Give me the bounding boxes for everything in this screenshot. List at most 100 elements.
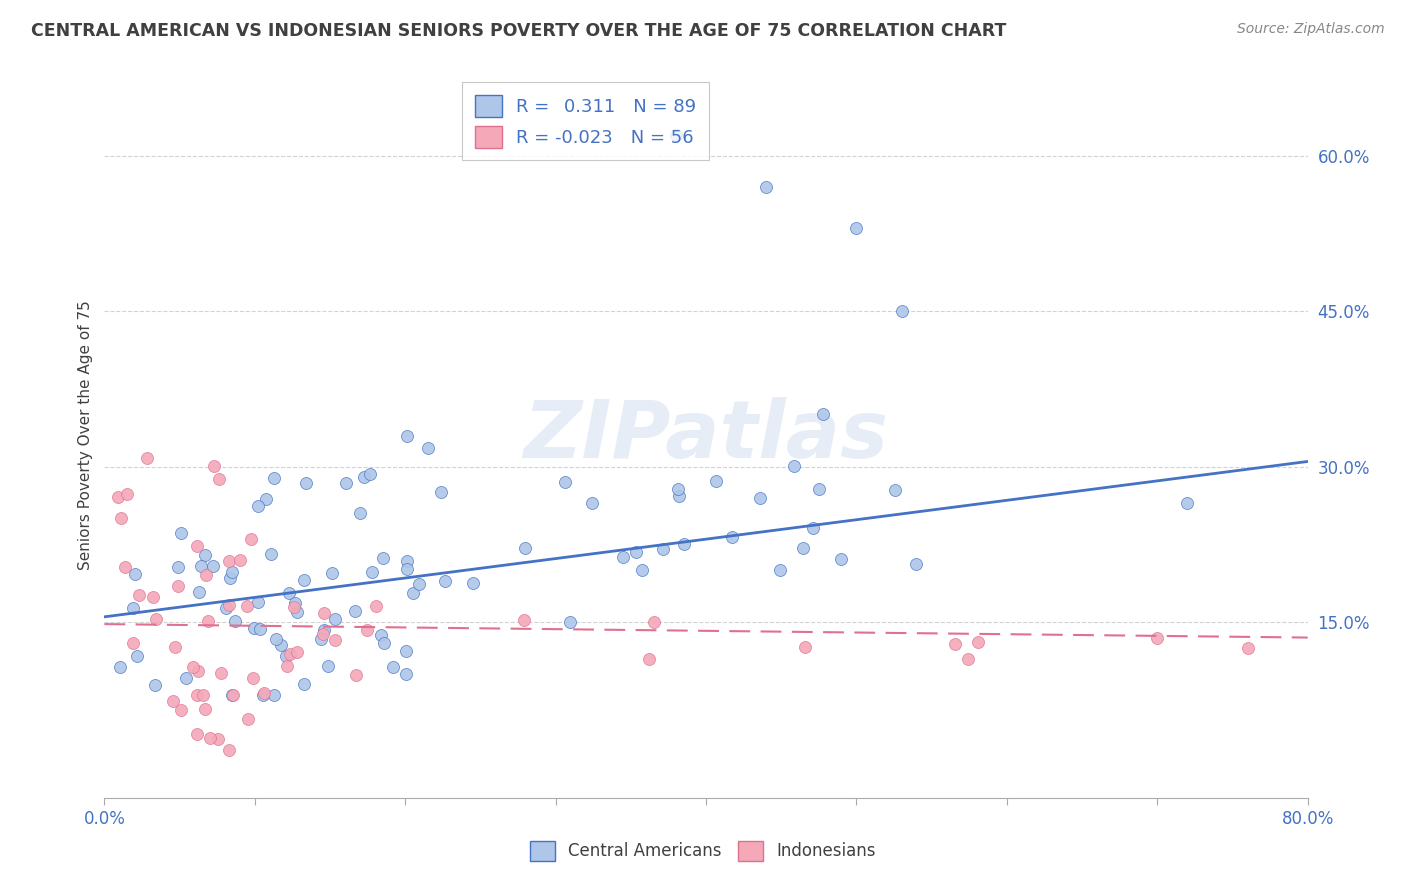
Point xyxy=(513,614,536,628)
Point xyxy=(218,598,240,612)
Point xyxy=(247,595,270,609)
Point xyxy=(253,686,276,700)
Point xyxy=(344,668,367,682)
Point xyxy=(110,511,132,525)
Point xyxy=(349,506,371,520)
Point xyxy=(278,586,301,600)
Point xyxy=(142,590,165,604)
Point xyxy=(1236,640,1258,655)
Point xyxy=(373,636,395,650)
Point xyxy=(581,496,603,510)
Point xyxy=(187,585,209,599)
Point xyxy=(558,615,581,630)
Point xyxy=(218,554,240,568)
Point xyxy=(359,467,381,481)
Point xyxy=(186,689,208,703)
Point xyxy=(202,558,225,573)
Point xyxy=(264,632,287,647)
Legend: R =  0.311  N = 89, R = -0.023  N = 56: R = 0.311 N = 89, R = -0.023 N = 56 xyxy=(463,82,709,161)
Point xyxy=(162,694,184,708)
Point xyxy=(242,671,264,685)
Point xyxy=(554,475,576,489)
Point xyxy=(221,688,243,702)
Point xyxy=(793,640,815,654)
Point xyxy=(294,574,316,588)
Point xyxy=(187,664,209,678)
Point xyxy=(434,574,457,589)
Point xyxy=(803,521,825,535)
Point xyxy=(631,563,654,577)
Point xyxy=(259,548,281,562)
Point xyxy=(186,727,208,741)
Point xyxy=(285,605,308,619)
Point xyxy=(292,677,315,691)
Point xyxy=(792,541,814,555)
Point xyxy=(247,500,270,514)
Point xyxy=(181,660,204,674)
Point xyxy=(323,612,346,626)
Point xyxy=(240,532,263,546)
Point xyxy=(274,648,297,663)
Point xyxy=(418,441,440,455)
Point xyxy=(170,525,193,540)
Point xyxy=(238,712,260,726)
Point xyxy=(252,688,274,702)
Point xyxy=(107,490,129,504)
Point xyxy=(202,459,225,474)
Point xyxy=(276,658,298,673)
Point xyxy=(309,632,332,646)
Point xyxy=(721,530,744,544)
Point xyxy=(219,571,242,585)
Point xyxy=(186,539,208,553)
Point xyxy=(395,666,418,681)
Point xyxy=(395,428,418,442)
Point xyxy=(191,689,214,703)
Point xyxy=(748,491,770,505)
Point xyxy=(323,632,346,647)
Point xyxy=(108,660,131,674)
Point xyxy=(356,624,378,638)
Point xyxy=(221,565,243,579)
Point xyxy=(626,545,648,559)
Point xyxy=(652,542,675,557)
Point xyxy=(198,731,221,745)
Point xyxy=(966,635,988,649)
Point xyxy=(263,688,285,702)
Point xyxy=(222,688,245,702)
Point xyxy=(167,579,190,593)
Point xyxy=(229,553,252,567)
Point xyxy=(209,665,232,680)
Point xyxy=(395,643,418,657)
Point xyxy=(124,567,146,582)
Point xyxy=(321,566,343,580)
Point xyxy=(807,482,830,496)
Point xyxy=(813,407,835,421)
Point xyxy=(1175,496,1198,510)
Point xyxy=(236,599,259,613)
Point xyxy=(666,483,689,497)
Point xyxy=(283,600,305,615)
Point xyxy=(270,638,292,652)
Point xyxy=(190,559,212,574)
Point xyxy=(143,678,166,692)
Point xyxy=(194,701,217,715)
Point xyxy=(904,557,927,571)
Point xyxy=(883,483,905,497)
Point xyxy=(755,180,778,194)
Point xyxy=(890,304,912,318)
Point xyxy=(285,644,308,658)
Point xyxy=(176,671,198,685)
Point xyxy=(943,637,966,651)
Point xyxy=(783,459,806,474)
Point xyxy=(612,550,634,565)
Point xyxy=(249,622,271,636)
Point xyxy=(402,586,425,600)
Point xyxy=(360,565,382,579)
Point xyxy=(463,575,485,590)
Point xyxy=(295,476,318,491)
Point xyxy=(353,470,375,484)
Point xyxy=(769,563,792,577)
Point xyxy=(430,484,453,499)
Point xyxy=(194,568,217,582)
Point xyxy=(312,627,335,641)
